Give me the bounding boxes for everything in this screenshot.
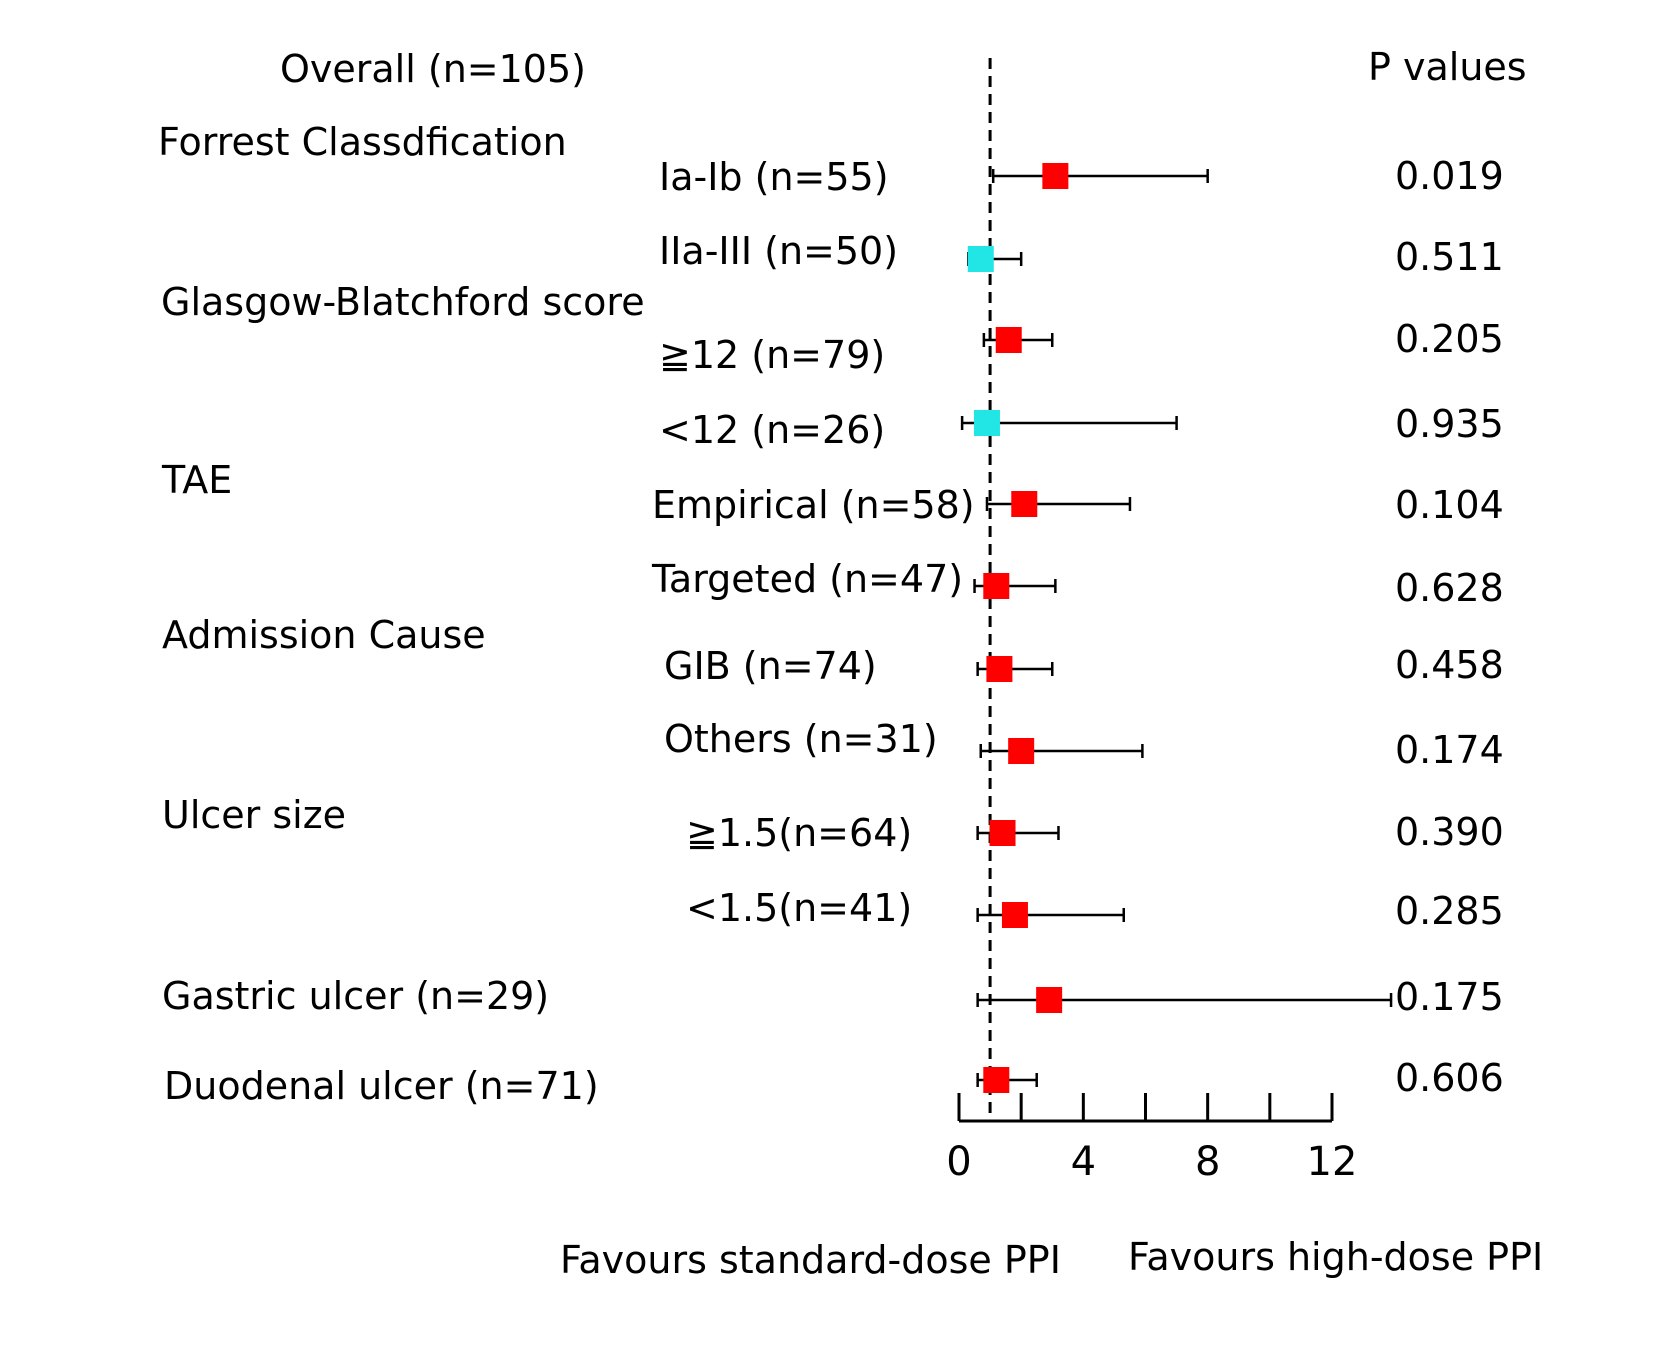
row-label: Gastric ulcer (n=29) bbox=[162, 974, 549, 1018]
p-value: 0.174 bbox=[1395, 728, 1504, 772]
point-estimate bbox=[1042, 163, 1069, 189]
p-value: 0.019 bbox=[1395, 154, 1504, 198]
point-estimate bbox=[983, 573, 1010, 599]
x-tick-label: 12 bbox=[1307, 1139, 1358, 1185]
row-label: Empirical (n=58) bbox=[652, 483, 975, 527]
p-value: 0.205 bbox=[1395, 317, 1504, 361]
point-estimate bbox=[986, 656, 1013, 682]
x-tick-label: 0 bbox=[946, 1139, 971, 1185]
favours-high-label: Favours high-dose PPI bbox=[1128, 1235, 1543, 1279]
p-value: 0.511 bbox=[1395, 235, 1504, 279]
row-label: Others (n=31) bbox=[664, 717, 938, 761]
pvalue-header: P values bbox=[1368, 45, 1527, 89]
point-estimate bbox=[1001, 902, 1028, 928]
row-label: GIB (n=74) bbox=[664, 644, 877, 688]
group-label-admission: Admission Cause bbox=[162, 613, 486, 657]
p-value: 0.175 bbox=[1395, 975, 1504, 1019]
row-label: Targeted (n=47) bbox=[651, 557, 963, 601]
point-estimate bbox=[983, 1067, 1010, 1093]
row-label: Duodenal ulcer (n=71) bbox=[164, 1064, 599, 1108]
row-label: <1.5(n=41) bbox=[686, 886, 912, 930]
point-estimate bbox=[989, 820, 1016, 846]
p-value: 0.458 bbox=[1395, 643, 1504, 687]
row-label: Ia-Ib (n=55) bbox=[659, 155, 889, 199]
favours-standard-label: Favours standard-dose PPI bbox=[560, 1238, 1061, 1282]
plot-marks bbox=[960, 58, 1393, 1118]
point-estimate bbox=[1011, 491, 1038, 517]
point-estimate bbox=[967, 246, 994, 272]
group-label-ulcer-size: Ulcer size bbox=[162, 793, 346, 837]
p-value: 0.285 bbox=[1395, 889, 1504, 933]
p-value: 0.390 bbox=[1395, 810, 1504, 854]
group-label-forrest: Forrest Classdfication bbox=[158, 120, 567, 164]
row-label: ≧1.5(n=64) bbox=[686, 811, 912, 855]
p-value: 0.628 bbox=[1395, 566, 1504, 610]
overall-label: Overall (n=105) bbox=[280, 47, 586, 91]
point-estimate bbox=[1036, 987, 1063, 1013]
point-estimate bbox=[973, 410, 1000, 436]
p-value: 0.104 bbox=[1395, 483, 1504, 527]
row-label: ≧12 (n=79) bbox=[659, 333, 885, 377]
group-label-glasgow: Glasgow-Blatchford score bbox=[161, 280, 645, 324]
x-tick-label: 8 bbox=[1195, 1139, 1220, 1185]
x-axis: 0 4 8 12 bbox=[946, 1093, 1357, 1185]
x-tick-label: 4 bbox=[1071, 1139, 1096, 1185]
group-label-tae: TAE bbox=[161, 458, 232, 502]
p-value: 0.606 bbox=[1395, 1056, 1504, 1100]
row-label: <12 (n=26) bbox=[659, 408, 885, 452]
point-estimate bbox=[1008, 738, 1035, 764]
point-estimate bbox=[995, 327, 1022, 353]
row-label: IIa-III (n=50) bbox=[659, 229, 898, 273]
p-value: 0.935 bbox=[1395, 402, 1504, 446]
